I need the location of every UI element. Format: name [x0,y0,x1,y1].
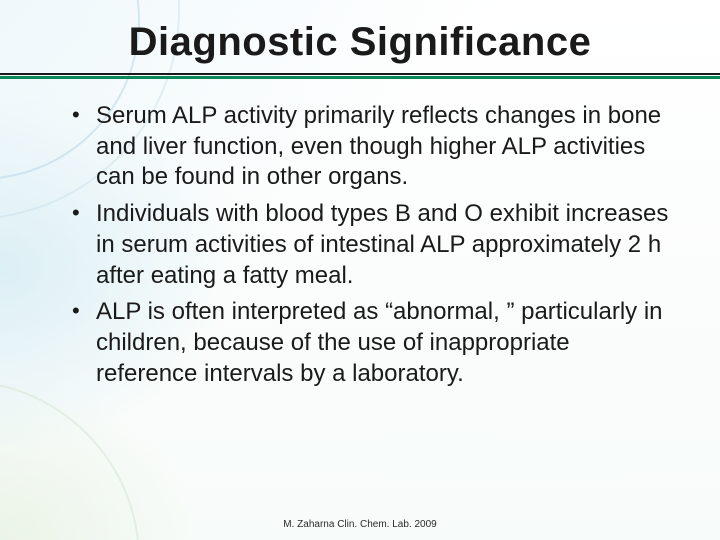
underline-bottom [0,76,720,79]
bullet-list: Serum ALP activity primarily reflects ch… [72,101,676,389]
body-region: Serum ALP activity primarily reflects ch… [0,79,720,519]
bullet-text: ALP is often interpreted as “abnormal, ”… [96,298,663,386]
bullet-item: Serum ALP activity primarily reflects ch… [72,101,676,193]
bullet-text: Individuals with blood types B and O exh… [96,200,668,288]
slide-title: Diagnostic Significance [0,20,720,65]
title-underline [0,73,720,79]
bullet-item: Individuals with blood types B and O exh… [72,199,676,291]
title-region: Diagnostic Significance [0,0,720,79]
bullet-item: ALP is often interpreted as “abnormal, ”… [72,297,676,389]
slide: Diagnostic Significance Serum ALP activi… [0,0,720,540]
underline-top [0,73,720,75]
footer: M. Zaharna Clin. Chem. Lab. 2009 [0,519,720,540]
bullet-text: Serum ALP activity primarily reflects ch… [96,102,661,190]
